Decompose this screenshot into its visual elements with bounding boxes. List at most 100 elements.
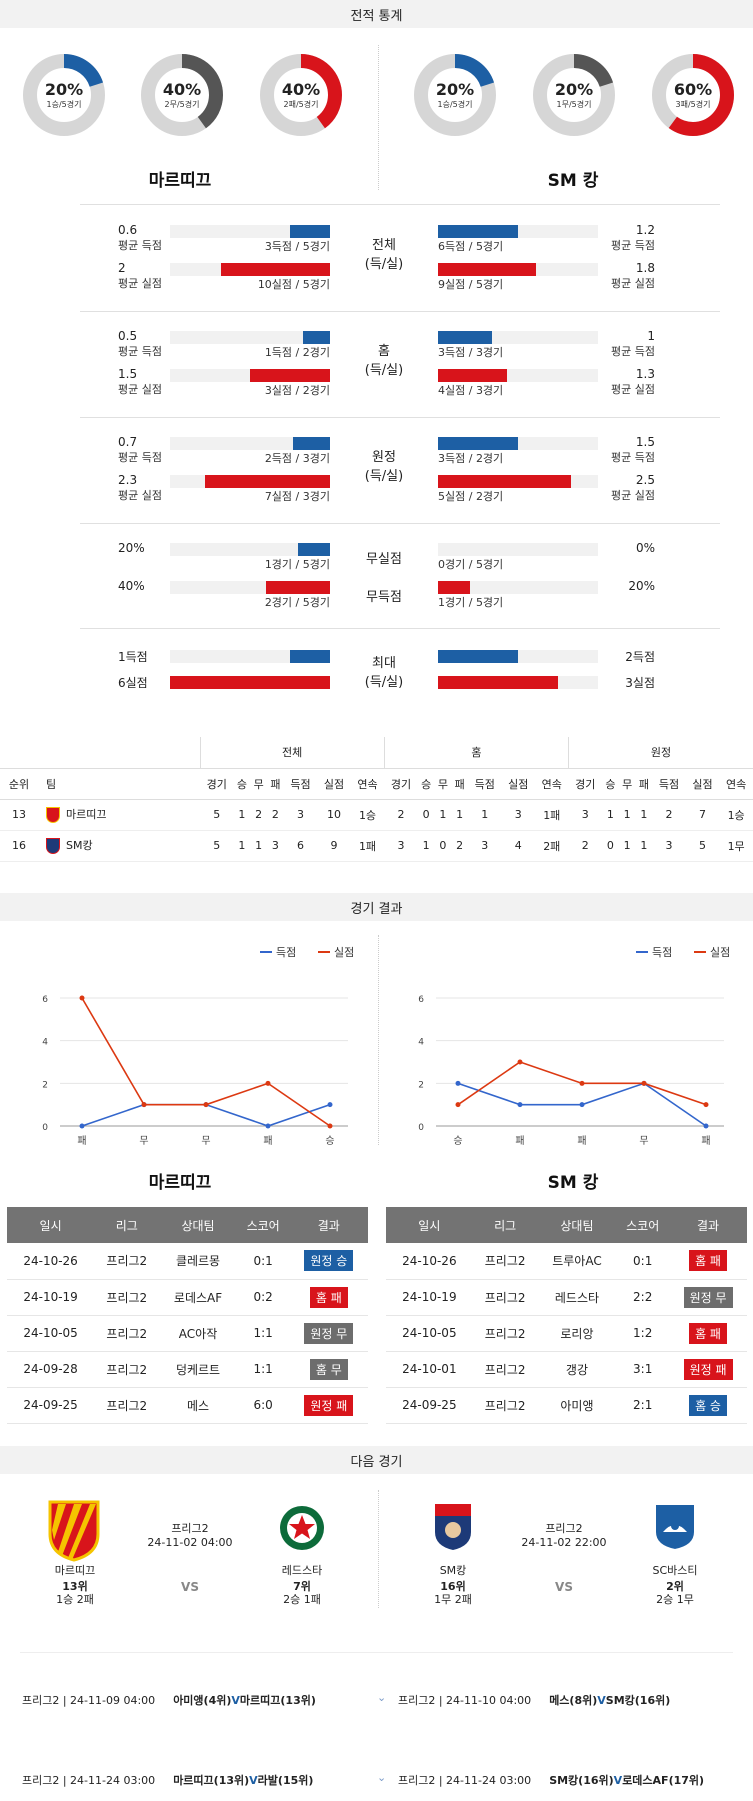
stat-group-label-main: 홈: [378, 344, 390, 359]
away-bar: [438, 581, 470, 594]
next-match-away[interactable]: SM캉 16위 1무 2패 프리그2 24-11-02 22:00 VS SC바…: [378, 1490, 753, 1630]
stat-group-label-sub: (득/실): [364, 257, 404, 272]
vs-label: VS: [181, 1580, 199, 1594]
divider: [80, 204, 720, 205]
away-stat-value: 2.5: [635, 473, 655, 487]
standings-row[interactable]: 13 마르띠끄 5 1 2 2 3 10 1승 2 0 1 1 1 3 1패 3 1 1 1 2 7 1승: [0, 799, 753, 831]
result-badge: 홈 패: [689, 1322, 727, 1344]
away-stat-label: 평균 실점: [611, 383, 655, 396]
away-team-rank: 2위: [666, 1580, 684, 1593]
future-match-away[interactable]: 프리그2 | 24-11-24 03:00 SM캉(16위)V로데스AF(17위): [398, 1772, 748, 1788]
chevron-down-icon[interactable]: ⌄: [377, 1771, 387, 1784]
away-stat-value: 1: [647, 329, 655, 343]
standings-team[interactable]: SM캉: [38, 830, 200, 862]
results-date: 24-10-05: [386, 1315, 473, 1352]
legend-label: 실점: [334, 946, 354, 959]
standings-cell: 3: [468, 830, 502, 862]
results-league: 프리그2: [94, 1387, 160, 1424]
result-badge: 원정 패: [683, 1358, 733, 1380]
home-bar: [205, 475, 330, 488]
results-row[interactable]: 24-10-01 프리그2 갱강 3:1 원정 패: [386, 1351, 747, 1388]
results-head-row: 일시 리그 상대팀 스코어 결과: [7, 1207, 368, 1243]
home-bar-track: [170, 543, 330, 556]
standings-row[interactable]: 16 SM캉 5 1 1 3 6 9 1패 3 1 0 2 3 4 2패 2 0 1 1 3 5 1무: [0, 830, 753, 862]
away-bar: [438, 225, 518, 238]
home-bar: [298, 543, 330, 556]
results-result: 홈 승: [669, 1387, 747, 1424]
standings-cell: 1패: [350, 830, 385, 862]
results-date: 24-10-26: [386, 1243, 473, 1280]
standings-cell: 1승: [350, 799, 385, 831]
donut-ring: [414, 54, 496, 136]
results-row[interactable]: 24-10-05 프리그2 로리앙 1:2 홈 패: [386, 1315, 747, 1352]
home-stat-label: 평균 득점: [118, 345, 162, 358]
standings-head-cell: 경기: [384, 768, 418, 800]
results-date: 24-10-19: [386, 1279, 473, 1316]
next-match-home[interactable]: 마르띠끄 13위 1승 2패 프리그2 24-11-02 04:00 VS 레드…: [0, 1490, 378, 1630]
standings-cell: 1: [250, 830, 267, 862]
results-row[interactable]: 24-09-25 프리그2 메스 6:0 원정 패: [7, 1387, 368, 1424]
standings-head-cell: 연속: [535, 768, 569, 800]
results-league: 프리그2: [472, 1243, 538, 1280]
results-head-cell: 일시: [386, 1207, 473, 1243]
home-max-value: 6실점: [118, 676, 148, 690]
standings-head-cell: 순위: [0, 768, 38, 800]
standings-cell: 3: [283, 799, 318, 831]
results-head-row: 일시 리그 상대팀 스코어 결과: [386, 1207, 747, 1243]
data-point: [79, 1123, 85, 1129]
away-stat-value: 1.3: [635, 367, 655, 381]
y-tick-label: 2: [42, 1080, 48, 1090]
results-league: 프리그2: [472, 1387, 538, 1424]
donut-chart: 40% 2무/5경기: [140, 53, 224, 137]
away-bar-text: 6득점 / 5경기: [438, 240, 504, 253]
away-bar: [438, 331, 493, 344]
match-league: 프리그2: [545, 1522, 583, 1535]
standings-head-cell: 팀: [38, 768, 200, 800]
results-row[interactable]: 24-09-25 프리그2 아미앵 2:1 홈 승: [386, 1387, 747, 1424]
standings-cell: 2: [267, 799, 284, 831]
donut-ring: [260, 54, 342, 136]
standings-cell: 0: [434, 830, 452, 862]
standings-cell: 1: [451, 799, 468, 831]
future-match-away[interactable]: 프리그2 | 24-11-10 04:00 메스(8위)VSM캉(16위): [398, 1692, 748, 1708]
data-point: [703, 1123, 709, 1129]
divider: [20, 1652, 733, 1653]
results-row[interactable]: 24-10-19 프리그2 레드스타 2:2 원정 무: [386, 1279, 747, 1316]
results-row[interactable]: 24-10-05 프리그2 AC아작 1:1 원정 무: [7, 1315, 368, 1352]
donut-arc: [652, 54, 734, 136]
standings-team[interactable]: 마르띠끄: [38, 799, 200, 831]
data-point: [327, 1123, 333, 1129]
standings-cell: 3: [501, 799, 535, 831]
legend-label: 실점: [710, 946, 730, 959]
future-match-home[interactable]: 프리그2 | 24-11-09 04:00 아미앵(4위)V마르띠끄(13위): [22, 1692, 362, 1708]
donut-ring: [141, 54, 223, 136]
section-title: 경기 결과: [350, 901, 403, 917]
results-row[interactable]: 24-09-28 프리그2 덩케르트 1:1 홈 무: [7, 1351, 368, 1388]
results-row[interactable]: 24-10-26 프리그2 트루아AC 0:1 홈 패: [386, 1243, 747, 1280]
future-info: 프리그2 | 24-11-09 04:00: [22, 1694, 156, 1707]
results-opp: 로리앙: [537, 1315, 617, 1352]
stat-group-label: 전체 (득/실): [339, 236, 429, 274]
results-score: 0:1: [236, 1243, 290, 1280]
results-opp: 트루아AC: [537, 1243, 617, 1280]
donut-ring: [533, 54, 615, 136]
results-row[interactable]: 24-10-19 프리그2 로데스AF 0:2 홈 패: [7, 1279, 368, 1316]
data-point: [517, 1102, 523, 1108]
future-match-home[interactable]: 프리그2 | 24-11-24 03:00 마르띠끄(13위)V라발(15위): [22, 1772, 362, 1788]
home-stat-value: 1.5: [118, 367, 138, 381]
section-stats-header: 전적 통계: [0, 0, 753, 28]
x-tick-label: 무: [201, 1136, 210, 1147]
data-point: [703, 1102, 709, 1108]
x-tick-label: 패: [77, 1135, 86, 1147]
donut-arc: [260, 54, 342, 136]
standings-rank: 16: [0, 830, 38, 862]
results-row[interactable]: 24-10-26 프리그2 클레르몽 0:1 원정 승: [7, 1243, 368, 1280]
chevron-down-icon[interactable]: ⌄: [377, 1691, 387, 1704]
home-stat-value: 2: [118, 261, 126, 275]
results-score: 0:2: [236, 1279, 290, 1316]
results-date: 24-09-25: [386, 1387, 473, 1424]
results-league: 프리그2: [94, 1315, 160, 1352]
home-bar-track: [170, 331, 330, 344]
divider: [80, 523, 720, 524]
away-bar: [438, 475, 571, 488]
